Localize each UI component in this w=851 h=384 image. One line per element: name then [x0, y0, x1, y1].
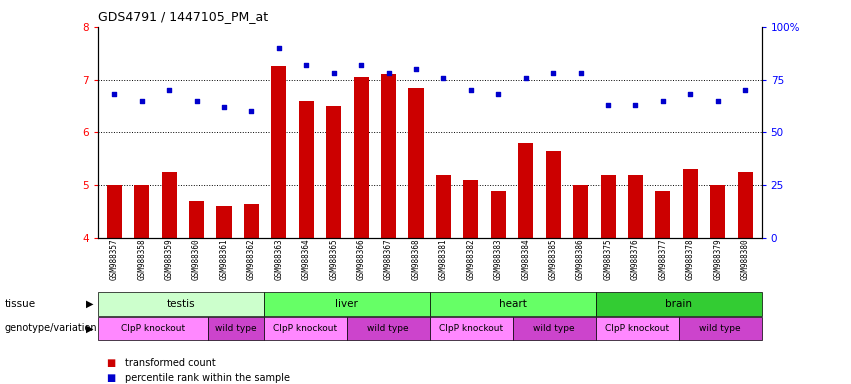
Text: GSM988376: GSM988376 [631, 238, 640, 280]
Bar [518, 143, 534, 238]
Point [574, 70, 587, 76]
Text: testis: testis [167, 299, 195, 309]
Text: GSM988366: GSM988366 [357, 238, 366, 280]
Point [107, 91, 121, 98]
Point [272, 45, 286, 51]
Text: ClpP knockout: ClpP knockout [121, 324, 186, 333]
Point [437, 74, 450, 81]
Text: GSM988380: GSM988380 [740, 238, 750, 280]
Point [244, 108, 258, 114]
Point [327, 70, 340, 76]
Point [464, 87, 477, 93]
Point [492, 91, 505, 98]
Text: GSM988359: GSM988359 [165, 238, 174, 280]
Text: GSM988378: GSM988378 [686, 238, 694, 280]
Text: percentile rank within the sample: percentile rank within the sample [125, 373, 290, 383]
Text: tissue: tissue [4, 299, 36, 309]
Point [546, 70, 560, 76]
Point [190, 98, 203, 104]
Text: GSM988384: GSM988384 [522, 238, 530, 280]
Text: GSM988368: GSM988368 [412, 238, 420, 280]
Text: ■: ■ [106, 373, 116, 383]
Text: wild type: wild type [534, 324, 575, 333]
Bar [271, 66, 287, 238]
Text: GSM988361: GSM988361 [220, 238, 229, 280]
Text: ClpP knockout: ClpP knockout [605, 324, 669, 333]
Text: wild type: wild type [700, 324, 741, 333]
Bar [408, 88, 424, 238]
Text: GSM988367: GSM988367 [384, 238, 393, 280]
Text: GSM988381: GSM988381 [439, 238, 448, 280]
Bar [189, 201, 204, 238]
Text: GSM988363: GSM988363 [274, 238, 283, 280]
Point [409, 66, 423, 72]
Text: GSM988365: GSM988365 [329, 238, 338, 280]
Text: ClpP knockout: ClpP knockout [439, 324, 503, 333]
Text: wild type: wild type [215, 324, 257, 333]
Bar [299, 101, 314, 238]
Bar [106, 185, 122, 238]
Point [656, 98, 670, 104]
Text: transformed count: transformed count [125, 358, 216, 368]
Text: GSM988362: GSM988362 [247, 238, 256, 280]
Text: GSM988375: GSM988375 [603, 238, 613, 280]
Point [739, 87, 752, 93]
Bar [683, 169, 698, 238]
Text: GSM988357: GSM988357 [110, 238, 119, 280]
Point [602, 102, 615, 108]
Text: GSM988382: GSM988382 [466, 238, 476, 280]
Text: GSM988383: GSM988383 [494, 238, 503, 280]
Point [217, 104, 231, 110]
Bar [655, 190, 671, 238]
Bar [463, 180, 478, 238]
Bar [354, 77, 368, 238]
Bar [573, 185, 588, 238]
Bar [134, 185, 149, 238]
Bar [545, 151, 561, 238]
Bar [326, 106, 341, 238]
Text: GSM988358: GSM988358 [137, 238, 146, 280]
Text: GSM988364: GSM988364 [302, 238, 311, 280]
Bar [381, 74, 397, 238]
Point [382, 70, 396, 76]
Point [163, 87, 176, 93]
Bar [244, 204, 259, 238]
Bar [216, 207, 231, 238]
Text: ▶: ▶ [86, 299, 94, 309]
Bar [491, 190, 505, 238]
Bar [601, 175, 615, 238]
Bar [628, 175, 643, 238]
Point [354, 62, 368, 68]
Bar [436, 175, 451, 238]
Text: ClpP knockout: ClpP knockout [273, 324, 337, 333]
Text: ■: ■ [106, 358, 116, 368]
Bar [711, 185, 725, 238]
Text: brain: brain [665, 299, 692, 309]
Text: GDS4791 / 1447105_PM_at: GDS4791 / 1447105_PM_at [98, 10, 268, 23]
Point [683, 91, 697, 98]
Point [629, 102, 643, 108]
Text: heart: heart [499, 299, 527, 309]
Text: GSM988379: GSM988379 [713, 238, 722, 280]
Bar [738, 172, 753, 238]
Point [711, 98, 724, 104]
Text: ▶: ▶ [86, 323, 94, 333]
Text: GSM988377: GSM988377 [659, 238, 667, 280]
Text: liver: liver [335, 299, 358, 309]
Point [300, 62, 313, 68]
Text: GSM988360: GSM988360 [192, 238, 201, 280]
Text: wild type: wild type [368, 324, 409, 333]
Bar [162, 172, 177, 238]
Text: GSM988385: GSM988385 [549, 238, 557, 280]
Text: genotype/variation: genotype/variation [4, 323, 97, 333]
Text: GSM988386: GSM988386 [576, 238, 585, 280]
Point [135, 98, 149, 104]
Point [519, 74, 533, 81]
